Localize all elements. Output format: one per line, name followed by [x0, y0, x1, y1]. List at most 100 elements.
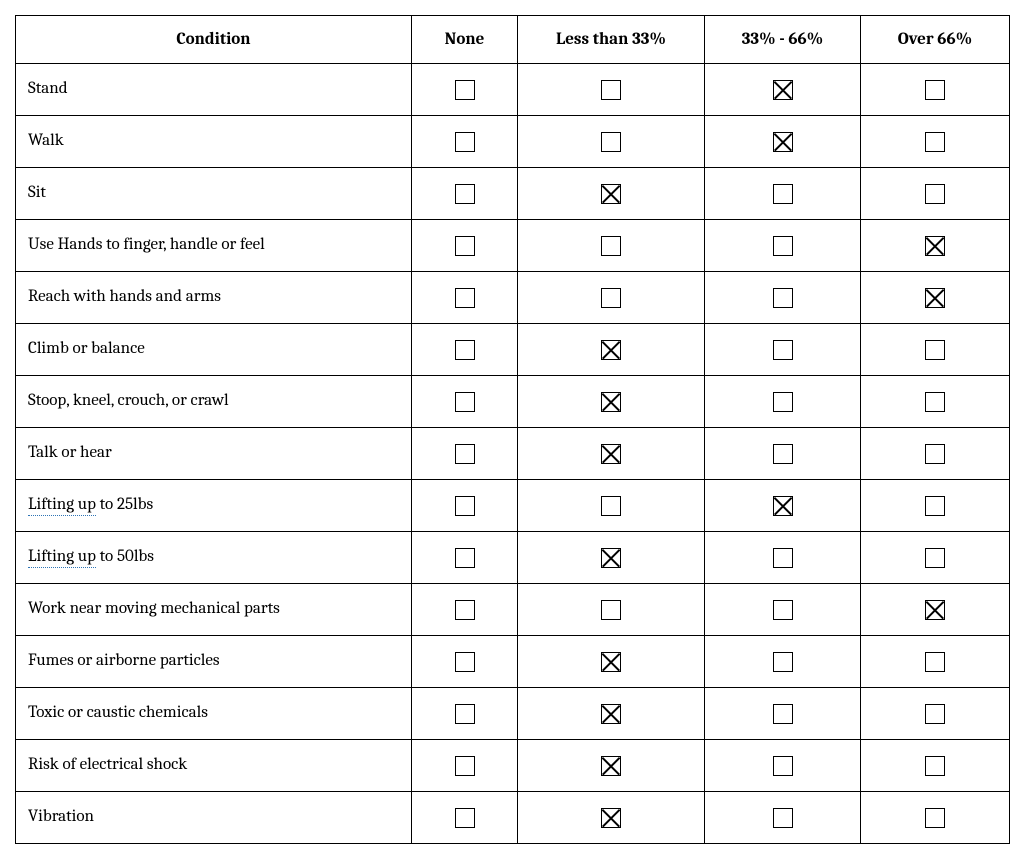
header-over-66: Over 66% [861, 16, 1010, 64]
checkbox[interactable] [925, 184, 945, 204]
checkbox[interactable] [601, 444, 621, 464]
checkbox-cell-none [412, 428, 518, 480]
checkbox[interactable] [925, 548, 945, 568]
checkbox[interactable] [925, 132, 945, 152]
checkbox-cell-none [412, 480, 518, 532]
table-row: Climb or balance [16, 324, 1010, 376]
header-33-66: 33% - 66% [705, 16, 861, 64]
checkbox-cell-over_66 [861, 688, 1010, 740]
checkbox[interactable] [455, 340, 475, 360]
checkbox[interactable] [773, 444, 793, 464]
checkbox-cell-mid_33_66 [705, 64, 861, 116]
checkbox[interactable] [455, 80, 475, 100]
checkbox[interactable] [601, 236, 621, 256]
checkbox[interactable] [455, 548, 475, 568]
checkbox[interactable] [925, 756, 945, 776]
checkbox[interactable] [773, 392, 793, 412]
condition-label: Work near moving mechanical parts [16, 584, 412, 636]
checkbox[interactable] [455, 652, 475, 672]
checkbox[interactable] [773, 496, 793, 516]
checkbox-cell-over_66 [861, 636, 1010, 688]
checkbox[interactable] [925, 444, 945, 464]
checkbox[interactable] [455, 756, 475, 776]
checkbox[interactable] [925, 80, 945, 100]
checkbox[interactable] [601, 392, 621, 412]
checkbox[interactable] [455, 444, 475, 464]
checkbox[interactable] [925, 340, 945, 360]
conditions-table: Condition None Less than 33% 33% - 66% O… [15, 15, 1010, 844]
checkbox[interactable] [601, 652, 621, 672]
header-none: None [412, 16, 518, 64]
checkbox[interactable] [455, 132, 475, 152]
checkbox[interactable] [455, 392, 475, 412]
checkbox[interactable] [455, 236, 475, 256]
checkbox-cell-mid_33_66 [705, 636, 861, 688]
table-row: Stoop, kneel, crouch, or crawl [16, 376, 1010, 428]
checkbox[interactable] [601, 756, 621, 776]
condition-label: Stoop, kneel, crouch, or crawl [16, 376, 412, 428]
checkbox[interactable] [601, 132, 621, 152]
checkbox-cell-mid_33_66 [705, 376, 861, 428]
checkbox-cell-over_66 [861, 740, 1010, 792]
checkbox[interactable] [601, 184, 621, 204]
table-row: Talk or hear [16, 428, 1010, 480]
checkbox[interactable] [455, 704, 475, 724]
checkbox-cell-less_than_33 [518, 376, 705, 428]
checkbox-cell-less_than_33 [518, 584, 705, 636]
checkbox-cell-mid_33_66 [705, 272, 861, 324]
checkbox[interactable] [925, 236, 945, 256]
checkbox[interactable] [773, 756, 793, 776]
checkbox-cell-mid_33_66 [705, 792, 861, 844]
checkbox-cell-none [412, 376, 518, 428]
checkbox[interactable] [925, 288, 945, 308]
checkbox[interactable] [925, 600, 945, 620]
checkbox[interactable] [773, 288, 793, 308]
checkbox[interactable] [601, 340, 621, 360]
checkbox[interactable] [925, 652, 945, 672]
table-body: StandWalkSitUse Hands to finger, handle … [16, 64, 1010, 844]
checkbox[interactable] [773, 132, 793, 152]
label-text: to 25lbs [96, 495, 153, 514]
label-text: to 50lbs [96, 547, 154, 566]
checkbox[interactable] [773, 548, 793, 568]
checkbox[interactable] [601, 288, 621, 308]
checkbox[interactable] [455, 184, 475, 204]
checkbox[interactable] [773, 704, 793, 724]
checkbox-cell-less_than_33 [518, 532, 705, 584]
checkbox[interactable] [925, 808, 945, 828]
checkbox[interactable] [601, 548, 621, 568]
checkbox[interactable] [601, 808, 621, 828]
checkbox[interactable] [601, 80, 621, 100]
table-row: Risk of electrical shock [16, 740, 1010, 792]
checkbox[interactable] [455, 496, 475, 516]
checkbox-cell-less_than_33 [518, 480, 705, 532]
table-row: Lifting up to 50lbs [16, 532, 1010, 584]
checkbox[interactable] [455, 600, 475, 620]
checkbox-cell-over_66 [861, 376, 1010, 428]
checkbox-cell-less_than_33 [518, 740, 705, 792]
checkbox[interactable] [773, 236, 793, 256]
checkbox[interactable] [925, 704, 945, 724]
checkbox[interactable] [773, 600, 793, 620]
checkbox[interactable] [925, 496, 945, 516]
checkbox[interactable] [773, 340, 793, 360]
checkbox-cell-none [412, 116, 518, 168]
checkbox[interactable] [601, 600, 621, 620]
table-row: Fumes or airborne particles [16, 636, 1010, 688]
checkbox[interactable] [455, 808, 475, 828]
header-condition: Condition [16, 16, 412, 64]
checkbox[interactable] [773, 808, 793, 828]
checkbox-cell-mid_33_66 [705, 740, 861, 792]
checkbox[interactable] [773, 184, 793, 204]
checkbox[interactable] [773, 80, 793, 100]
checkbox[interactable] [455, 288, 475, 308]
checkbox-cell-mid_33_66 [705, 532, 861, 584]
checkbox[interactable] [601, 704, 621, 724]
checkbox-cell-over_66 [861, 480, 1010, 532]
checkbox[interactable] [773, 652, 793, 672]
checkbox-cell-over_66 [861, 428, 1010, 480]
condition-label: Sit [16, 168, 412, 220]
checkbox[interactable] [925, 392, 945, 412]
checkbox[interactable] [601, 496, 621, 516]
header-less-than-33: Less than 33% [518, 16, 705, 64]
